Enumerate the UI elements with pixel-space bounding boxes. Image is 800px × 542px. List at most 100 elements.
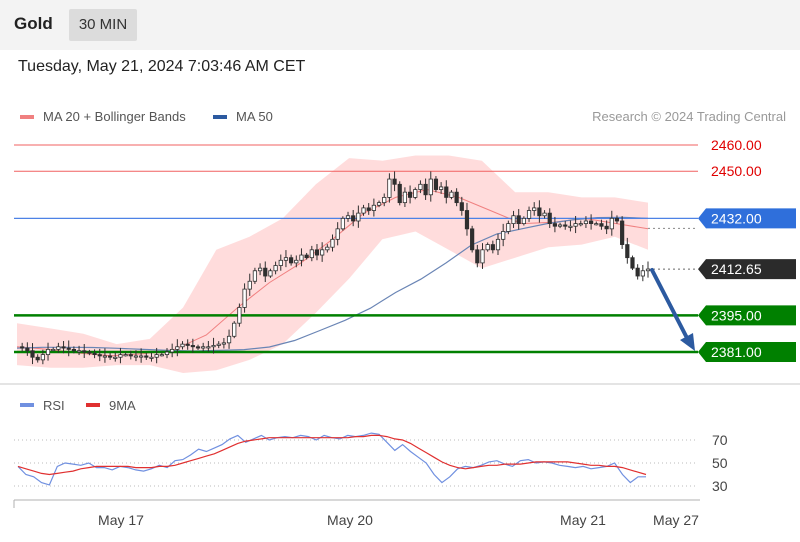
candle-body (149, 356, 154, 359)
candle-body (335, 228, 340, 240)
candle-body (366, 207, 371, 211)
resistance-label: 2450.00 (711, 163, 762, 179)
candle-body (630, 257, 635, 269)
candle-body (402, 191, 408, 204)
candle-body (144, 355, 149, 358)
x-tick-label: May 21 (560, 512, 606, 528)
candle-body (625, 244, 630, 259)
candle-body (273, 265, 278, 272)
candle-body (361, 207, 366, 214)
ma20-legend-label: MA 20 + Bollinger Bands (43, 109, 186, 124)
candle-body (304, 254, 309, 259)
candle-body (330, 238, 335, 248)
rsi-tick-label: 70 (712, 432, 728, 448)
candle-body (325, 246, 330, 251)
rsi-tick-label: 30 (712, 478, 728, 494)
candle-body (495, 238, 501, 251)
pivot-label: 2432.00 (711, 210, 762, 226)
candle-body (35, 356, 40, 361)
x-tick-label: May 17 (98, 512, 144, 528)
candle-body (645, 268, 651, 272)
last-price-label: 2412.65 (711, 261, 762, 277)
candle-body (82, 350, 87, 353)
candle-body (470, 228, 475, 251)
ma20-legend-swatch (20, 115, 34, 119)
rsi-ma-line (17, 434, 647, 476)
ma50-legend-swatch (213, 115, 227, 119)
candle-body (30, 350, 35, 358)
candle-body (139, 355, 144, 358)
candle-body (118, 354, 123, 358)
candle-body (252, 270, 258, 282)
candle-body (490, 244, 495, 251)
rsi-panel: 70 50 30 (14, 432, 728, 494)
candle-body (170, 348, 175, 353)
candle-body (25, 347, 30, 352)
support-label: 2381.00 (711, 344, 762, 360)
pivot-label-box (698, 208, 796, 229)
candle-body (92, 352, 97, 356)
timeframe-button[interactable]: 30 MIN (69, 9, 137, 41)
candle-body (382, 197, 387, 204)
candle-body (407, 191, 413, 198)
candle-body (164, 351, 170, 356)
candle-body (485, 244, 490, 251)
candle-body (76, 350, 82, 353)
candle-body (614, 217, 620, 222)
candle-body (620, 220, 625, 245)
candle-body (516, 215, 521, 225)
candle-body (521, 217, 526, 225)
credit-text: Research © 2024 Trading Central (592, 109, 786, 124)
timestamp: Tuesday, May 21, 2024 7:03:46 AM CET (18, 58, 306, 75)
x-tick-label: May 27 (653, 512, 699, 528)
candle-body (557, 224, 563, 227)
candle-body (278, 259, 283, 266)
candle-body (444, 186, 449, 198)
candle-body (428, 178, 433, 196)
candle-body (506, 223, 511, 232)
candle-body (635, 267, 640, 277)
candle-body (433, 178, 439, 190)
candle-body (604, 225, 609, 230)
support-label-box (698, 342, 796, 362)
candle-body (547, 212, 552, 225)
candle-body (568, 225, 573, 228)
rsi-legend-swatch (20, 403, 34, 407)
candle-body (102, 355, 108, 358)
candle-body (320, 249, 325, 256)
bollinger-band-area (17, 155, 648, 373)
support-label: 2395.00 (711, 307, 762, 323)
candle-body (221, 342, 226, 345)
candle-body (128, 354, 133, 357)
candle-body (594, 223, 599, 226)
candle-body (206, 346, 211, 349)
candle-body (61, 346, 66, 349)
candle-body (573, 223, 578, 227)
candle-body (201, 346, 206, 349)
candle-body (501, 231, 506, 240)
last-price-box (698, 259, 796, 280)
candle-body (190, 345, 195, 348)
candle-body (113, 356, 118, 359)
candle-body (294, 259, 299, 264)
candle-body (180, 343, 185, 348)
candle-body (185, 343, 190, 346)
x-axis: May 17 May 20 May 21 May 27 (98, 512, 699, 528)
rsi-legend-label: RSI (43, 398, 65, 413)
candle-body (51, 348, 56, 351)
candle-body (449, 191, 454, 198)
candle-body (542, 212, 547, 217)
candle-body (309, 249, 314, 259)
candle-body (578, 223, 583, 226)
candle-body (563, 224, 568, 227)
candle-body (242, 288, 247, 308)
candle-body (232, 322, 237, 337)
candle-body (195, 346, 201, 349)
candle-body (154, 354, 159, 358)
candle-body (640, 270, 645, 277)
candle-body (397, 183, 402, 204)
rsi-line (17, 432, 646, 486)
candle-body (459, 202, 464, 211)
candle-body (299, 254, 304, 261)
